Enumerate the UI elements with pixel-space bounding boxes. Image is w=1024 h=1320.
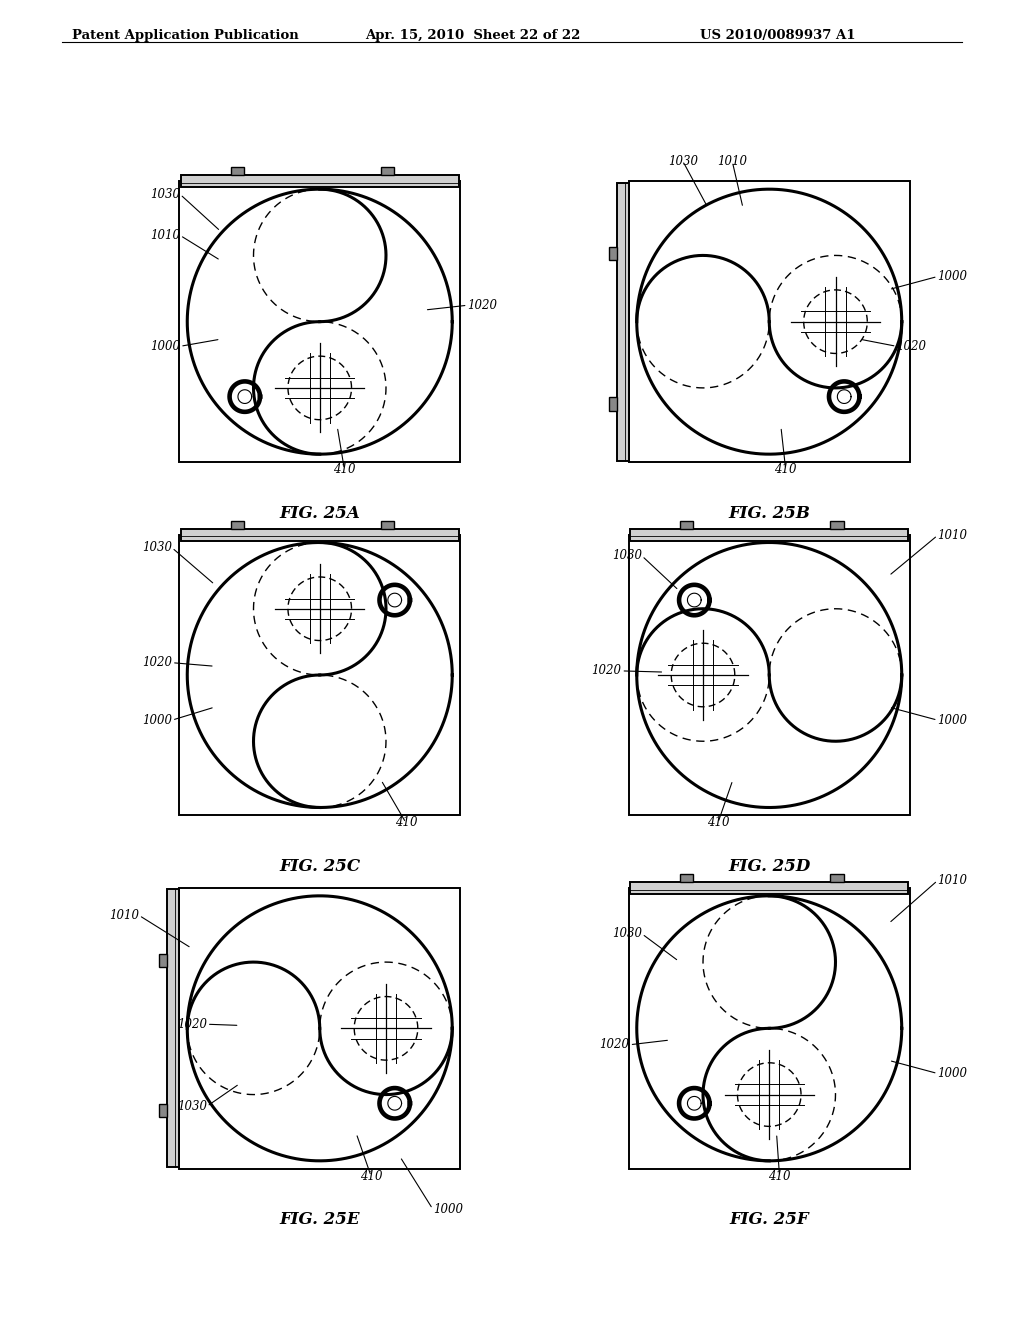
- Text: 1030: 1030: [177, 1100, 207, 1113]
- Text: 410: 410: [768, 1170, 791, 1183]
- Bar: [680, 520, 693, 528]
- Text: 1010: 1010: [109, 909, 139, 921]
- Bar: [179, 888, 460, 1168]
- Text: FIG. 25A: FIG. 25A: [280, 504, 360, 521]
- Text: 1020: 1020: [600, 1039, 630, 1051]
- Text: 410: 410: [774, 463, 797, 477]
- Bar: [830, 874, 844, 882]
- Text: FIG. 25E: FIG. 25E: [280, 1212, 360, 1228]
- Text: Patent Application Publication: Patent Application Publication: [72, 29, 299, 42]
- Text: 1020: 1020: [468, 298, 498, 312]
- Text: FIG. 25F: FIG. 25F: [729, 1212, 809, 1228]
- Text: 1020: 1020: [142, 656, 172, 669]
- Bar: [160, 1104, 167, 1117]
- Bar: [179, 181, 460, 462]
- Text: 1000: 1000: [938, 271, 968, 282]
- Text: 1000: 1000: [938, 1067, 968, 1080]
- Bar: [381, 168, 394, 176]
- Bar: [160, 954, 167, 968]
- Text: 1010: 1010: [717, 154, 748, 168]
- Text: 1020: 1020: [897, 339, 927, 352]
- Bar: [629, 181, 909, 462]
- Bar: [230, 168, 244, 176]
- Bar: [680, 874, 693, 882]
- Text: 1000: 1000: [433, 1203, 463, 1216]
- Bar: [180, 176, 459, 187]
- Text: 410: 410: [395, 816, 417, 829]
- Text: 1010: 1010: [938, 529, 968, 541]
- Text: 1030: 1030: [668, 154, 698, 168]
- Bar: [630, 528, 908, 540]
- Text: FIG. 25D: FIG. 25D: [728, 858, 810, 875]
- Text: 1030: 1030: [151, 187, 180, 201]
- Bar: [609, 247, 616, 260]
- Text: US 2010/0089937 A1: US 2010/0089937 A1: [700, 29, 855, 42]
- Text: 410: 410: [333, 463, 355, 477]
- Bar: [616, 182, 629, 461]
- Text: 1000: 1000: [938, 714, 968, 727]
- Bar: [230, 520, 244, 528]
- Text: 1010: 1010: [151, 228, 180, 242]
- Bar: [609, 397, 616, 411]
- Text: 1030: 1030: [612, 549, 642, 562]
- Text: 1000: 1000: [151, 339, 180, 352]
- Text: 1020: 1020: [592, 664, 622, 677]
- Bar: [179, 535, 460, 816]
- Text: 1020: 1020: [177, 1018, 207, 1031]
- Bar: [381, 520, 394, 528]
- Text: 1030: 1030: [612, 928, 642, 940]
- Text: 1010: 1010: [938, 874, 968, 887]
- Text: 1030: 1030: [142, 541, 172, 554]
- Text: 410: 410: [359, 1170, 382, 1183]
- Text: Apr. 15, 2010  Sheet 22 of 22: Apr. 15, 2010 Sheet 22 of 22: [365, 29, 581, 42]
- Bar: [180, 528, 459, 540]
- Text: FIG. 25B: FIG. 25B: [728, 504, 810, 521]
- Bar: [167, 890, 179, 1167]
- Bar: [629, 535, 909, 816]
- Text: 410: 410: [707, 816, 729, 829]
- Bar: [629, 888, 909, 1168]
- Text: FIG. 25C: FIG. 25C: [280, 858, 360, 875]
- Text: 1000: 1000: [142, 714, 172, 727]
- Bar: [630, 882, 908, 894]
- Bar: [830, 520, 844, 528]
